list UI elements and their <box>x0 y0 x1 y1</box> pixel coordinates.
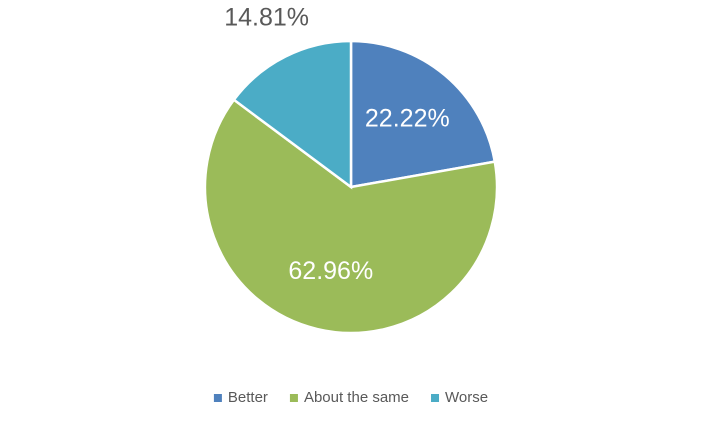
pie-slice <box>232 39 353 190</box>
legend-label: Better <box>228 389 268 406</box>
pie-slice <box>203 98 499 335</box>
data-label: 14.81% <box>224 4 309 32</box>
legend-label: About the same <box>304 389 409 406</box>
legend-swatch <box>431 394 440 402</box>
legend-swatch <box>289 394 298 402</box>
data-label: 22.22% <box>365 105 450 133</box>
legend-label: Worse <box>445 389 488 406</box>
legend-swatch <box>213 394 222 402</box>
pie-slice <box>349 39 497 189</box>
data-label: 62.96% <box>288 257 373 285</box>
